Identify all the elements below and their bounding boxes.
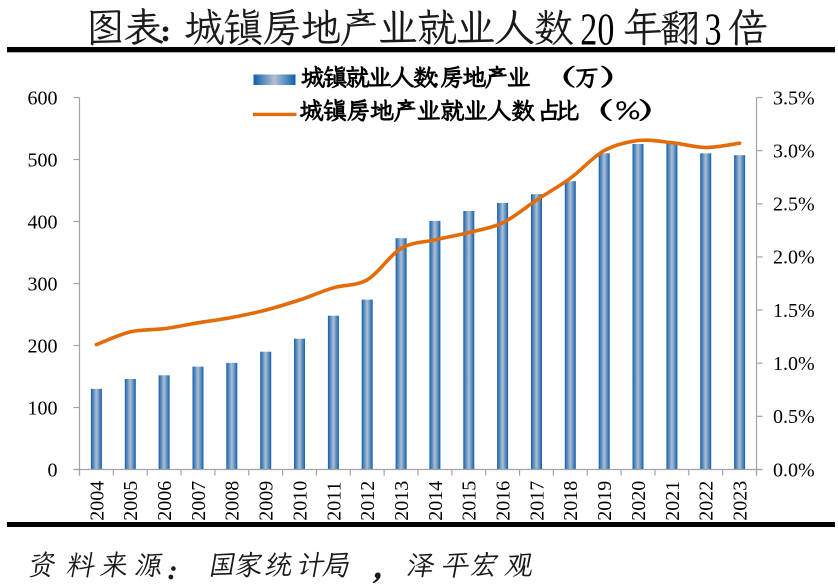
svg-text:3.0%: 3.0% (773, 140, 815, 162)
svg-text:2010: 2010 (289, 481, 311, 521)
svg-text:2013: 2013 (391, 481, 413, 521)
svg-text:20: 20 (580, 4, 614, 55)
svg-text:2023: 2023 (730, 481, 752, 521)
svg-text:400: 400 (28, 211, 58, 233)
svg-text:2004: 2004 (86, 481, 108, 521)
svg-text:2012: 2012 (357, 481, 379, 521)
svg-text:2005: 2005 (120, 481, 142, 521)
svg-text:0.5%: 0.5% (773, 406, 815, 428)
svg-text:2011: 2011 (323, 481, 345, 520)
svg-text:600: 600 (28, 87, 58, 109)
svg-text:0.0%: 0.0% (773, 459, 815, 481)
svg-text:3: 3 (705, 4, 722, 55)
svg-text:2017: 2017 (526, 481, 548, 521)
svg-text:2021: 2021 (662, 481, 684, 521)
svg-text:2.0%: 2.0% (773, 247, 815, 269)
svg-text:2008: 2008 (222, 481, 244, 521)
svg-text:2.5%: 2.5% (773, 194, 815, 216)
svg-text:3.5%: 3.5% (773, 87, 815, 109)
svg-text:100: 100 (28, 397, 58, 419)
svg-text:2018: 2018 (560, 481, 582, 521)
svg-text:1.5%: 1.5% (773, 300, 815, 322)
svg-text:500: 500 (28, 149, 58, 171)
svg-text:2019: 2019 (594, 481, 616, 521)
svg-text:2020: 2020 (628, 481, 650, 521)
svg-text:2022: 2022 (696, 481, 718, 521)
svg-text:300: 300 (28, 273, 58, 295)
svg-text:1.0%: 1.0% (773, 353, 815, 375)
svg-text:2009: 2009 (256, 481, 278, 521)
svg-text:2015: 2015 (459, 481, 481, 521)
svg-text:0: 0 (48, 459, 58, 481)
svg-text:2006: 2006 (154, 481, 176, 521)
svg-text:2016: 2016 (493, 481, 515, 521)
svg-text:2007: 2007 (188, 481, 210, 521)
svg-text:200: 200 (28, 335, 58, 357)
svg-text:2014: 2014 (425, 481, 447, 521)
